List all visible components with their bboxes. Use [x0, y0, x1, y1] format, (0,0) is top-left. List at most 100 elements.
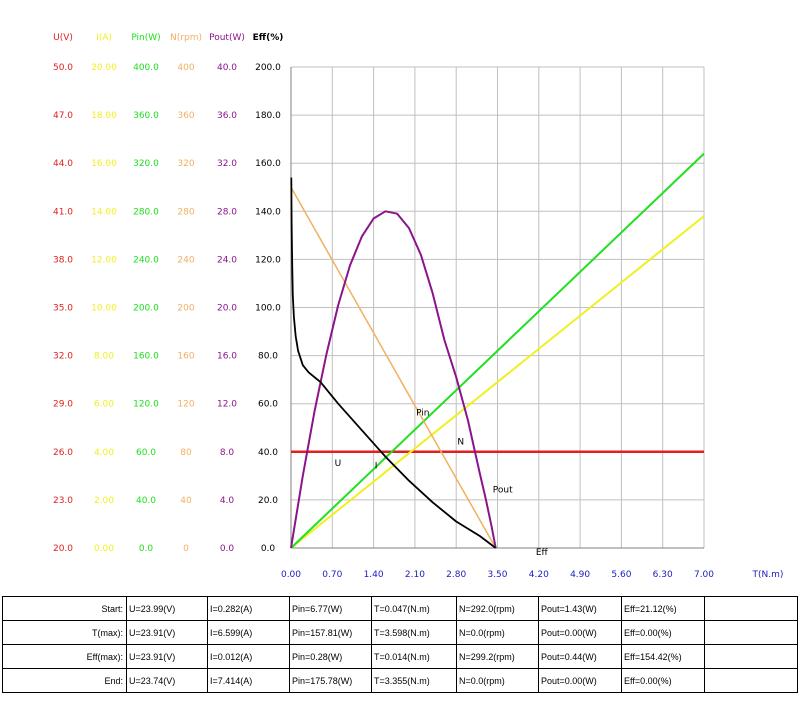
- y-tick-label-pin: 60.0: [136, 448, 156, 458]
- y-tick-label-pout: 20.0: [217, 304, 237, 314]
- y-tick-label-i: 2.00: [94, 496, 114, 506]
- y-tick-label-pout: 8.0: [220, 448, 235, 458]
- axis-header-pin: Pin(W): [131, 33, 160, 43]
- series-line-i: [290, 215, 705, 549]
- results-cell: N=292.0(rpm): [456, 596, 539, 621]
- results-cell: U=23.91(V): [126, 620, 208, 645]
- x-tick-label: 0.00: [281, 570, 301, 580]
- results-cell: T=0.014(N.m): [371, 644, 457, 669]
- results-row: Start: U=23.99(V) I=0.282(A) Pin=6.77(W) T=0…: [2, 596, 798, 621]
- y-tick-label-i: 20.00: [91, 63, 117, 73]
- results-cell: Pout=0.00(W): [538, 668, 622, 693]
- y-tick-label-pout: 36.0: [217, 111, 237, 121]
- y-tick-label-u: 41.0: [53, 207, 73, 217]
- y-tick-label-u: 50.0: [53, 63, 73, 73]
- results-cell: U=23.74(V): [126, 668, 208, 693]
- y-tick-label-pin: 40.0: [136, 496, 156, 506]
- axis-header-eff: Eff(%): [253, 33, 284, 43]
- series-line-n: [290, 186, 497, 549]
- curve-labels: U I Pin N Pout Eff: [335, 409, 549, 558]
- y-tick-label-n: 240: [177, 255, 194, 265]
- y-tick-label-i: 8.00: [94, 352, 114, 362]
- y-tick-label-u: 20.0: [53, 544, 73, 554]
- series-line-pout: [290, 210, 497, 549]
- results-cell: Pin=175.78(W): [289, 668, 372, 693]
- results-cell: Pin=157.81(W): [289, 620, 372, 645]
- y-tick-label-u: 29.0: [53, 400, 73, 410]
- y-tick-label-u: 32.0: [53, 352, 73, 362]
- results-row-label: End:: [2, 668, 127, 693]
- x-axis-labels: 0.00 0.70 1.40 2.10 2.80 3.50 4.20 4.90 5.60 6.30…: [281, 570, 783, 580]
- y-tick-label-pin: 360.0: [133, 111, 159, 121]
- results-row-label: Eff(max):: [2, 644, 127, 669]
- results-cell: Eff=0.00(%): [621, 668, 705, 693]
- x-tick-label: 6.30: [653, 570, 673, 580]
- y-tick-label-u: 35.0: [53, 304, 73, 314]
- y-tick-label-eff: 40.0: [258, 448, 278, 458]
- results-cell: Eff=21.12(%): [621, 596, 705, 621]
- y-tick-label-pin: 0.0: [139, 544, 154, 554]
- results-cell: I=0.282(A): [207, 596, 290, 621]
- motor-performance-chart: U(V) I(A) Pin(W) N(rpm) Pout(W) Eff(%) 20.0 23.…: [53, 33, 783, 580]
- results-row: End: U=23.74(V) I=7.414(A) Pin=175.78(W) T=3…: [2, 668, 798, 693]
- chart-series: [290, 152, 705, 549]
- axis-header-pout: Pout(W): [209, 33, 245, 43]
- results-row: T(max): U=23.91(V) I=6.599(A) Pin=157.81(W)…: [2, 620, 798, 645]
- y-tick-label-pout: 32.0: [217, 159, 237, 169]
- y-tick-label-pin: 280.0: [133, 207, 159, 217]
- results-cell: Pout=0.00(W): [538, 620, 622, 645]
- y-tick-label-pout: 16.0: [217, 352, 237, 362]
- y-tick-label-eff: 80.0: [258, 352, 278, 362]
- y-tick-label-eff: 140.0: [255, 207, 281, 217]
- y-tick-label-pin: 320.0: [133, 159, 159, 169]
- chart-grid: [290, 66, 705, 549]
- y-tick-label-u: 26.0: [53, 448, 73, 458]
- y-tick-label-n: 400: [177, 63, 194, 73]
- axis-header-i: I(A): [96, 33, 112, 43]
- y-tick-label-eff: 180.0: [255, 111, 281, 121]
- y-tick-label-u: 44.0: [53, 159, 73, 169]
- results-cell-empty: [704, 596, 798, 621]
- y-tick-label-eff: 60.0: [258, 400, 278, 410]
- y-tick-label-i: 16.00: [91, 159, 117, 169]
- curve-label-n: N: [457, 438, 464, 448]
- x-tick-label: 4.90: [570, 570, 590, 580]
- y-tick-label-u: 47.0: [53, 111, 73, 121]
- results-table: Start: U=23.99(V) I=0.282(A) Pin=6.77(W) T=0…: [2, 596, 798, 693]
- curve-label-pin: Pin: [416, 409, 429, 419]
- results-cell: I=7.414(A): [207, 668, 290, 693]
- results-cell: Pin=6.77(W): [289, 596, 372, 621]
- curve-label-pout: Pout: [493, 486, 513, 496]
- y-tick-label-eff: 160.0: [255, 159, 281, 169]
- results-cell: T=0.047(N.m): [371, 596, 457, 621]
- y-tick-label-i: 18.00: [91, 111, 117, 121]
- results-cell-empty: [704, 620, 798, 645]
- y-tick-label-n: 0: [183, 544, 189, 554]
- results-cell: N=0.0(rpm): [456, 668, 539, 693]
- y-tick-label-pin: 160.0: [133, 352, 159, 362]
- y-tick-label-pout: 12.0: [217, 400, 237, 410]
- y-tick-label-eff: 0.0: [261, 544, 276, 554]
- y-tick-label-n: 320: [177, 159, 194, 169]
- curve-label-i: I: [375, 462, 378, 472]
- y-tick-label-n: 280: [177, 207, 194, 217]
- y-tick-label-n: 80: [180, 448, 192, 458]
- results-cell: I=6.599(A): [207, 620, 290, 645]
- x-tick-label: 5.60: [611, 570, 631, 580]
- curve-label-u: U: [335, 459, 342, 469]
- x-tick-label: 2.10: [405, 570, 425, 580]
- x-tick-label: 7.00: [694, 570, 714, 580]
- x-tick-label: 3.50: [487, 570, 507, 580]
- y-tick-label-pout: 40.0: [217, 63, 237, 73]
- y-tick-label-n: 360: [177, 111, 194, 121]
- y-tick-label-pout: 0.0: [220, 544, 235, 554]
- y-tick-label-n: 40: [180, 496, 192, 506]
- y-tick-label-pout: 4.0: [220, 496, 235, 506]
- results-cell: N=299.2(rpm): [456, 644, 539, 669]
- x-tick-label: 2.80: [446, 570, 466, 580]
- y-tick-label-n: 200: [177, 304, 194, 314]
- results-row-label: Start:: [2, 596, 127, 621]
- y-tick-label-i: 14.00: [91, 207, 117, 217]
- y-tick-label-u: 23.0: [53, 496, 73, 506]
- x-axis-title: T(N.m): [752, 570, 784, 580]
